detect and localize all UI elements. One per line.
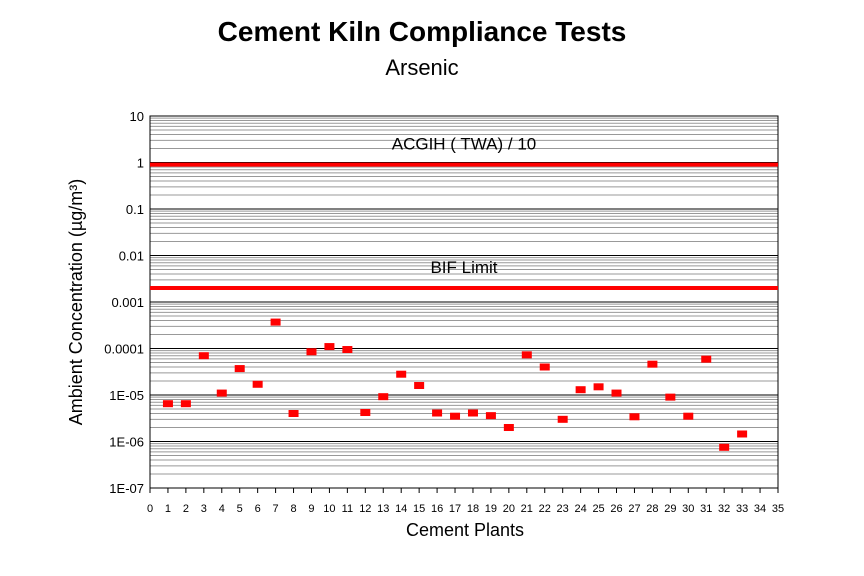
y-tick-label: 0.0001 — [104, 342, 144, 357]
x-tick-label: 27 — [628, 503, 640, 515]
x-tick-label: 21 — [521, 503, 533, 515]
y-tick-label: 1E-06 — [109, 435, 144, 450]
data-point — [593, 383, 604, 391]
data-point — [467, 409, 478, 417]
x-tick-label: 4 — [219, 503, 225, 515]
x-tick-label: 12 — [359, 503, 371, 515]
x-tick-label: 1 — [165, 503, 171, 515]
x-tick-label: 11 — [342, 503, 353, 515]
x-tick-label: 6 — [255, 503, 261, 515]
data-point — [162, 400, 173, 408]
data-point — [503, 424, 514, 432]
data-point — [396, 370, 407, 378]
x-tick-label: 32 — [718, 503, 730, 515]
x-tick-label: 24 — [575, 503, 587, 515]
y-tick-label: 10 — [130, 109, 144, 124]
x-tick-label: 26 — [610, 503, 622, 515]
data-point — [198, 352, 209, 360]
x-tick-label: 0 — [147, 503, 153, 515]
data-point — [575, 386, 586, 394]
data-point — [737, 430, 748, 438]
y-tick-label: 1E-05 — [109, 388, 144, 403]
x-tick-label: 5 — [237, 503, 243, 515]
data-point — [360, 409, 371, 417]
x-tick-label: 23 — [557, 503, 569, 515]
x-tick-label: 15 — [413, 503, 425, 515]
data-point — [288, 410, 299, 418]
data-point — [216, 389, 227, 397]
data-point — [378, 393, 389, 401]
data-point — [450, 412, 461, 420]
data-point — [180, 400, 191, 408]
x-tick-label: 17 — [449, 503, 461, 515]
data-point — [306, 348, 317, 356]
x-tick-label: 33 — [736, 503, 748, 515]
x-tick-label: 34 — [754, 503, 766, 515]
data-point — [665, 393, 676, 401]
x-tick-label: 29 — [664, 503, 676, 515]
data-point — [252, 380, 263, 388]
data-point — [629, 413, 640, 421]
data-point — [719, 443, 730, 451]
data-point — [683, 412, 694, 420]
x-tick-label: 14 — [395, 503, 407, 515]
x-tick-label: 9 — [308, 503, 314, 515]
y-tick-label: 1 — [137, 156, 144, 171]
data-point — [557, 415, 568, 423]
data-point — [611, 389, 622, 397]
data-point — [701, 355, 712, 363]
chart-subtitle: Arsenic — [385, 55, 458, 80]
y-tick-label: 0.001 — [111, 295, 144, 310]
data-point — [324, 343, 335, 351]
data-point — [539, 363, 550, 371]
x-tick-label: 18 — [467, 503, 479, 515]
data-point — [647, 360, 658, 368]
reference-line-label: ACGIH ( TWA) / 10 — [392, 135, 537, 154]
data-point — [521, 351, 532, 359]
x-tick-label: 19 — [485, 503, 497, 515]
chart-title: Cement Kiln Compliance Tests — [218, 16, 627, 47]
y-tick-label: 0.01 — [119, 249, 144, 264]
x-tick-label: 3 — [201, 503, 207, 515]
x-tick-label: 16 — [431, 503, 443, 515]
x-tick-label: 20 — [503, 503, 515, 515]
data-point — [270, 318, 281, 326]
x-tick-label: 8 — [290, 503, 296, 515]
x-tick-label: 28 — [646, 503, 658, 515]
reference-line-label: BIF Limit — [430, 258, 497, 277]
x-tick-label: 22 — [539, 503, 551, 515]
data-point — [234, 365, 245, 373]
x-tick-label: 7 — [273, 503, 279, 515]
data-point — [485, 412, 496, 420]
x-tick-label: 13 — [377, 503, 389, 515]
x-tick-label: 35 — [772, 503, 784, 515]
x-tick-label: 31 — [700, 503, 712, 515]
y-axis-label: Ambient Concentration (µg/m³) — [66, 179, 86, 425]
y-tick-label: 0.1 — [126, 202, 144, 217]
data-point — [342, 346, 353, 354]
plot-border — [149, 115, 779, 489]
x-tick-label: 25 — [592, 503, 604, 515]
x-tick-label: 10 — [323, 503, 335, 515]
x-tick-label: 2 — [183, 503, 189, 515]
y-tick-label: 1E-07 — [109, 481, 144, 496]
x-tick-label: 30 — [682, 503, 694, 515]
data-point — [432, 409, 443, 417]
data-point — [414, 382, 425, 390]
x-axis-label: Cement Plants — [406, 520, 524, 540]
